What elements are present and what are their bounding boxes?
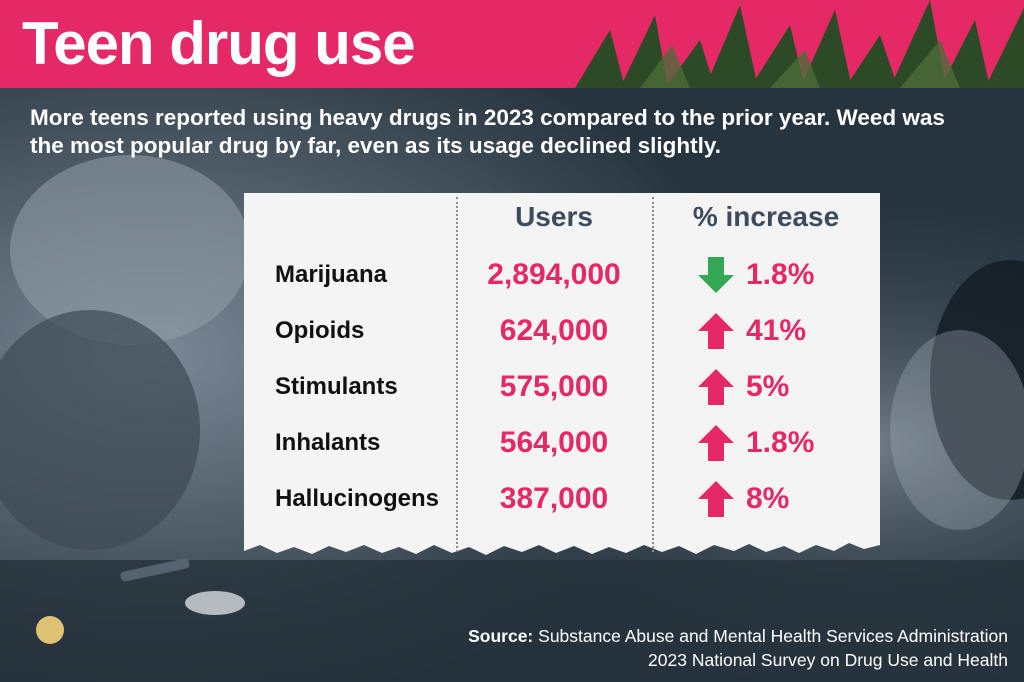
arrow-up-icon xyxy=(698,425,734,461)
drug-table: Users % increase Marijuana 2,894,000 1.8% O… xyxy=(244,193,880,565)
change-value: 8% xyxy=(746,482,790,515)
users-value: 624,000 xyxy=(499,314,609,347)
change-value: 1.8% xyxy=(746,426,815,459)
column-divider xyxy=(456,197,458,552)
header-bar: Teen drug use xyxy=(0,0,1024,88)
pills-spoon xyxy=(185,591,245,615)
source-label: Source: xyxy=(468,626,534,646)
users-value: 575,000 xyxy=(499,370,609,403)
drug-name: Inhalants xyxy=(275,429,381,456)
change-value: 41% xyxy=(746,314,807,347)
table-row: Marijuana 2,894,000 1.8% xyxy=(244,247,880,303)
leaf-decoration xyxy=(575,0,1024,88)
arrow-up-icon xyxy=(698,313,734,349)
data-table-card: Users % increase Marijuana 2,894,000 1.8% O… xyxy=(244,193,880,565)
column-divider xyxy=(652,197,654,552)
source-credit: Source: Substance Abuse and Mental Healt… xyxy=(468,624,1008,672)
users-value: 2,894,000 xyxy=(487,258,621,291)
change-value: 5% xyxy=(746,370,790,403)
source-line-1: Substance Abuse and Mental Health Servic… xyxy=(538,626,1008,646)
increase-header: % increase xyxy=(692,201,840,232)
source-line-2: 2023 National Survey on Drug Use and Hea… xyxy=(648,650,1008,670)
drug-name: Opioids xyxy=(275,317,365,344)
arrow-up-icon xyxy=(698,369,734,405)
users-value: 387,000 xyxy=(499,482,609,515)
arrow-down-icon xyxy=(698,257,734,293)
users-value: 564,000 xyxy=(499,426,609,459)
person-silhouette xyxy=(10,155,250,345)
drug-name: Marijuana xyxy=(275,261,388,288)
page-title: Teen drug use xyxy=(22,10,416,77)
drug-name: Hallucinogens xyxy=(275,485,440,512)
table-row: Opioids 624,000 41% xyxy=(244,303,880,359)
change-value: 1.8% xyxy=(746,258,815,291)
man-silhouette xyxy=(930,260,1024,500)
drug-name: Stimulants xyxy=(275,373,398,400)
table-row: Stimulants 575,000 5% xyxy=(244,359,880,415)
table-row: Inhalants 564,000 1.8% xyxy=(244,415,880,471)
candle xyxy=(36,616,64,644)
users-header: Users xyxy=(515,201,593,232)
arrow-up-icon xyxy=(698,481,734,517)
table-row: Hallucinogens 387,000 8% xyxy=(244,471,880,527)
subtitle: More teens reported using heavy drugs in… xyxy=(30,105,945,158)
